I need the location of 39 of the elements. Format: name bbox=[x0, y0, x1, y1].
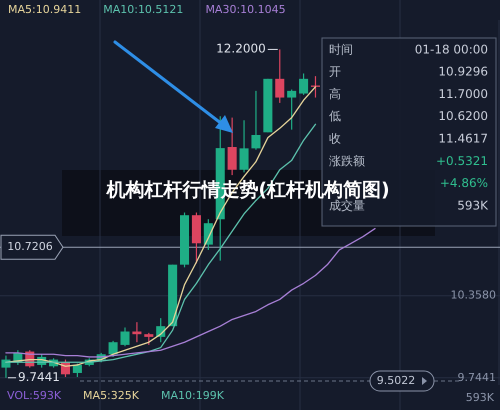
annotation: 12.2000 bbox=[216, 42, 266, 56]
candlestick bbox=[299, 72, 308, 96]
annotation: 9.5022 bbox=[376, 374, 416, 388]
text: MA30:10.1045 bbox=[205, 3, 286, 16]
annotation: 11.4617 bbox=[438, 131, 488, 146]
candlestick bbox=[120, 326, 130, 347]
y-tick-label: 10.3580 bbox=[450, 288, 496, 302]
annotation: 收 bbox=[329, 131, 341, 146]
annotation: 成交量 bbox=[329, 198, 365, 212]
candlestick bbox=[144, 332, 154, 346]
candlestick bbox=[228, 117, 237, 176]
text: VOL:593K bbox=[7, 389, 62, 402]
annotation: 593K bbox=[457, 198, 490, 212]
annotation: 01-18 00:00 bbox=[414, 42, 488, 56]
annotation: 开 bbox=[329, 64, 341, 79]
annotation: 11.7000 bbox=[438, 86, 488, 101]
annotation: 10.6200 bbox=[438, 109, 488, 124]
candlestick bbox=[108, 340, 118, 358]
text: MA10:199K bbox=[160, 389, 225, 402]
text: MA10:10.5121 bbox=[103, 3, 184, 16]
text: MA5:325K bbox=[83, 389, 140, 402]
ref-line-label: 10.7206 bbox=[7, 240, 53, 254]
candlestick bbox=[251, 90, 260, 150]
text: MA5:10.9411 bbox=[8, 3, 82, 16]
annotation: +4.86% bbox=[440, 176, 488, 190]
annotation: +0.5321 bbox=[436, 154, 488, 168]
annotation: 9.7441 bbox=[18, 370, 60, 384]
annotation: 低 bbox=[329, 109, 341, 124]
annotation: 时间 bbox=[329, 42, 353, 56]
candlestick bbox=[132, 322, 142, 343]
annotation: 高 bbox=[329, 86, 341, 101]
candlestick bbox=[240, 120, 249, 174]
candlestick bbox=[72, 363, 82, 378]
candlestick bbox=[310, 76, 320, 98]
annotation: 10.9296 bbox=[438, 64, 488, 79]
annotation: 涨跌额 bbox=[329, 154, 365, 168]
candlestick bbox=[275, 48, 284, 104]
candlestick bbox=[287, 88, 296, 130]
text: 593K bbox=[466, 391, 495, 404]
